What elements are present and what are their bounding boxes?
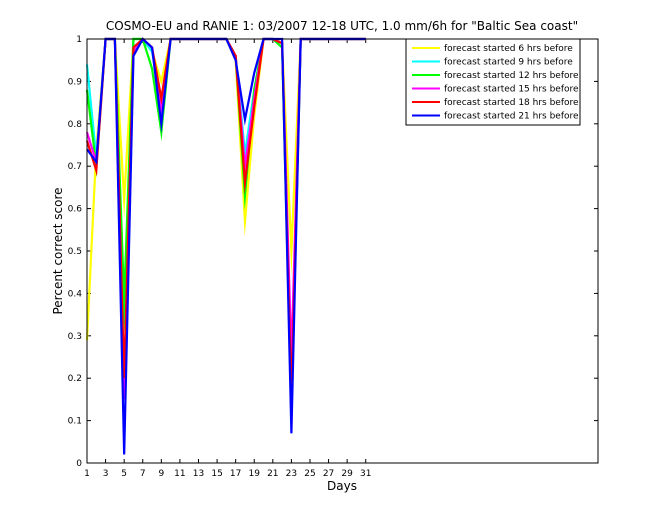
- y-axis-label: Percent correct score: [51, 187, 65, 314]
- x-tick-label: 13: [193, 469, 204, 479]
- x-tick-label: 7: [140, 469, 146, 479]
- x-tick-label: 1: [84, 469, 90, 479]
- x-tick-label: 29: [341, 469, 353, 479]
- legend-entry-5: forecast started 18 hrs before: [444, 98, 579, 108]
- legend-entry-6: forecast started 21 hrs before: [444, 112, 579, 122]
- y-tick-label: 0.6: [68, 205, 83, 215]
- y-tick-label: 0: [76, 459, 82, 469]
- plot-area-frame: [86, 38, 599, 464]
- x-tick-label: 19: [249, 469, 261, 479]
- y-tick-label: 0.3: [68, 332, 82, 342]
- y-tick-label: 0.8: [68, 120, 83, 130]
- axis-ticks: 1 3 5 7 9 11 13 15 17 19 21 23 25 27 29 3100.10.20.30.4…: [68, 35, 598, 479]
- x-tick-label: 23: [286, 469, 297, 479]
- chart-title: COSMO-EU and RANIE 1: 03/2007 12-18 UTC,…: [106, 19, 578, 33]
- y-tick-label: 1: [76, 35, 82, 45]
- x-axis-label: Days: [327, 479, 357, 493]
- legend-box: [405, 38, 581, 126]
- y-tick-label: 0.7: [68, 162, 82, 172]
- y-tick-label: 0.5: [68, 247, 82, 257]
- legend: forecast started 6 hrs before forecast st…: [405, 38, 581, 126]
- x-tick-label: 9: [158, 469, 164, 479]
- x-tick-label: 15: [211, 469, 222, 479]
- y-tick-label: 0.1: [68, 417, 82, 427]
- y-tick-label: 0.9: [68, 77, 83, 87]
- y-tick-label: 0.2: [68, 374, 82, 384]
- x-tick-label: 25: [304, 469, 315, 479]
- x-tick-label: 3: [103, 469, 109, 479]
- x-tick-label: 11: [174, 469, 185, 479]
- legend-entry-2: forecast started 9 hrs before: [444, 58, 573, 68]
- x-tick-label: 31: [360, 469, 371, 479]
- legend-entry-3: forecast started 12 hrs before: [444, 71, 579, 81]
- legend-entry-1: forecast started 6 hrs before: [444, 44, 573, 54]
- x-tick-label: 21: [267, 469, 278, 479]
- y-tick-label: 0.4: [68, 289, 83, 299]
- x-tick-label: 27: [323, 469, 334, 479]
- x-tick-label: 17: [230, 469, 241, 479]
- legend-entry-4: forecast started 15 hrs before: [444, 85, 579, 95]
- x-tick-label: 5: [121, 469, 127, 479]
